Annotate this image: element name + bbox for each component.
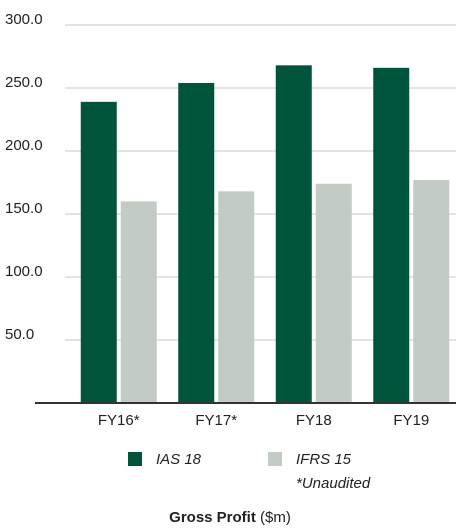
y-tick-label: 100.0	[5, 263, 43, 280]
y-tick-label: 200.0	[5, 137, 43, 154]
y-tick-label: 250.0	[5, 74, 43, 91]
x-tick-label: FY18	[296, 412, 332, 429]
y-tick-label: 300.0	[5, 11, 43, 28]
y-tick-label: 150.0	[5, 200, 43, 217]
bar	[120, 201, 157, 403]
x-tick-label: FY17*	[195, 412, 237, 429]
bar	[315, 183, 352, 403]
chart-title: Gross Profit ($m)	[169, 509, 291, 526]
bar	[275, 65, 312, 403]
bar	[178, 82, 215, 404]
bar	[413, 179, 450, 403]
bar	[218, 191, 255, 403]
bar	[373, 67, 410, 403]
y-tick-label: 50.0	[5, 326, 34, 343]
title: Gross Profit	[169, 509, 256, 526]
x-tick-label: FY19	[393, 412, 429, 429]
legend-swatch	[128, 452, 142, 466]
legend-label: IFRS 15	[296, 451, 352, 468]
title-unit: ($m)	[260, 509, 291, 526]
legend-swatch	[268, 452, 282, 466]
bar	[80, 101, 117, 404]
annotation: *Unaudited	[296, 475, 371, 492]
x-tick-label: FY16*	[98, 412, 140, 429]
legend-label: IAS 18	[156, 451, 202, 468]
